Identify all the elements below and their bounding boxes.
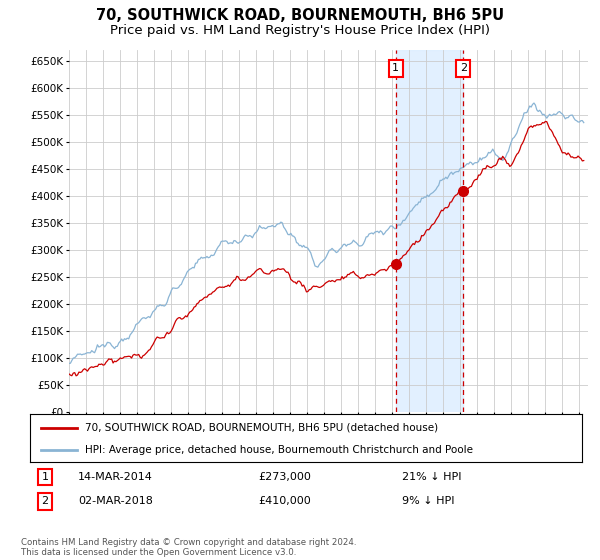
Text: HPI: Average price, detached house, Bournemouth Christchurch and Poole: HPI: Average price, detached house, Bour… <box>85 445 473 455</box>
Text: 2: 2 <box>460 63 467 73</box>
Text: 21% ↓ HPI: 21% ↓ HPI <box>402 472 461 482</box>
Text: £410,000: £410,000 <box>258 496 311 506</box>
Text: Price paid vs. HM Land Registry's House Price Index (HPI): Price paid vs. HM Land Registry's House … <box>110 24 490 36</box>
Text: 02-MAR-2018: 02-MAR-2018 <box>78 496 153 506</box>
Bar <box>396 50 463 412</box>
Text: 1: 1 <box>41 472 49 482</box>
Text: £273,000: £273,000 <box>258 472 311 482</box>
Text: Contains HM Land Registry data © Crown copyright and database right 2024.
This d: Contains HM Land Registry data © Crown c… <box>21 538 356 557</box>
Text: 70, SOUTHWICK ROAD, BOURNEMOUTH, BH6 5PU (detached house): 70, SOUTHWICK ROAD, BOURNEMOUTH, BH6 5PU… <box>85 423 439 433</box>
Text: 1: 1 <box>392 63 399 73</box>
Text: 14-MAR-2014: 14-MAR-2014 <box>78 472 153 482</box>
Text: 9% ↓ HPI: 9% ↓ HPI <box>402 496 455 506</box>
Text: 2: 2 <box>41 496 49 506</box>
Text: 70, SOUTHWICK ROAD, BOURNEMOUTH, BH6 5PU: 70, SOUTHWICK ROAD, BOURNEMOUTH, BH6 5PU <box>96 8 504 24</box>
